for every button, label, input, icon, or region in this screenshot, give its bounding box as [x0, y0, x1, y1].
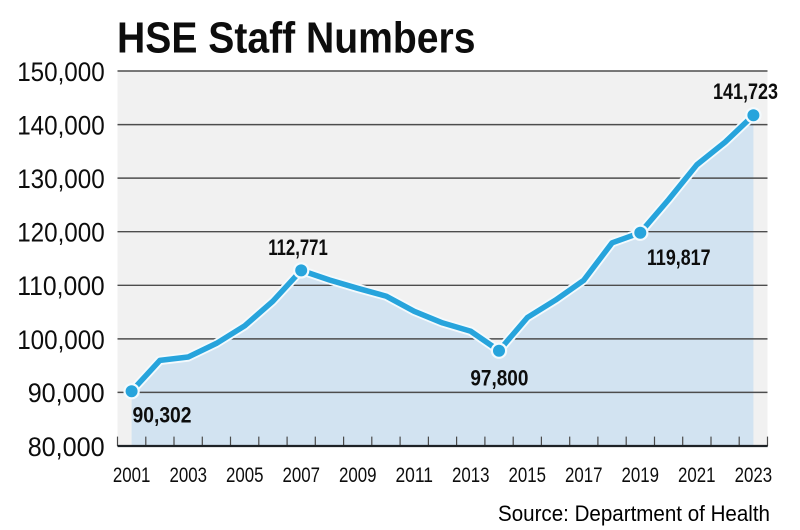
svg-text:2003: 2003 [169, 464, 207, 487]
svg-text:2005: 2005 [226, 464, 264, 487]
svg-text:Source: Department of Health: Source: Department of Health [498, 501, 770, 526]
svg-text:HSE Staff Numbers: HSE Staff Numbers [117, 14, 476, 63]
svg-text:130,000: 130,000 [17, 164, 105, 194]
svg-text:120,000: 120,000 [17, 218, 105, 248]
svg-text:2013: 2013 [452, 464, 490, 487]
svg-text:2019: 2019 [622, 464, 660, 487]
svg-text:100,000: 100,000 [17, 325, 105, 355]
svg-text:80,000: 80,000 [28, 432, 105, 462]
svg-text:90,302: 90,302 [133, 403, 192, 428]
svg-text:110,000: 110,000 [17, 271, 105, 301]
svg-text:90,000: 90,000 [28, 378, 105, 408]
svg-text:141,723: 141,723 [713, 79, 778, 104]
svg-text:140,000: 140,000 [17, 110, 105, 140]
svg-text:119,817: 119,817 [647, 245, 711, 270]
svg-text:2017: 2017 [565, 464, 603, 487]
svg-text:2007: 2007 [282, 464, 320, 487]
svg-text:2011: 2011 [395, 464, 433, 487]
svg-text:112,771: 112,771 [268, 235, 328, 260]
svg-text:2009: 2009 [339, 464, 377, 487]
svg-text:97,800: 97,800 [470, 365, 528, 390]
svg-text:2001: 2001 [113, 464, 151, 487]
svg-text:2021: 2021 [678, 464, 716, 487]
svg-text:2023: 2023 [735, 464, 773, 487]
svg-text:2015: 2015 [509, 464, 547, 487]
svg-text:150,000: 150,000 [17, 57, 105, 87]
